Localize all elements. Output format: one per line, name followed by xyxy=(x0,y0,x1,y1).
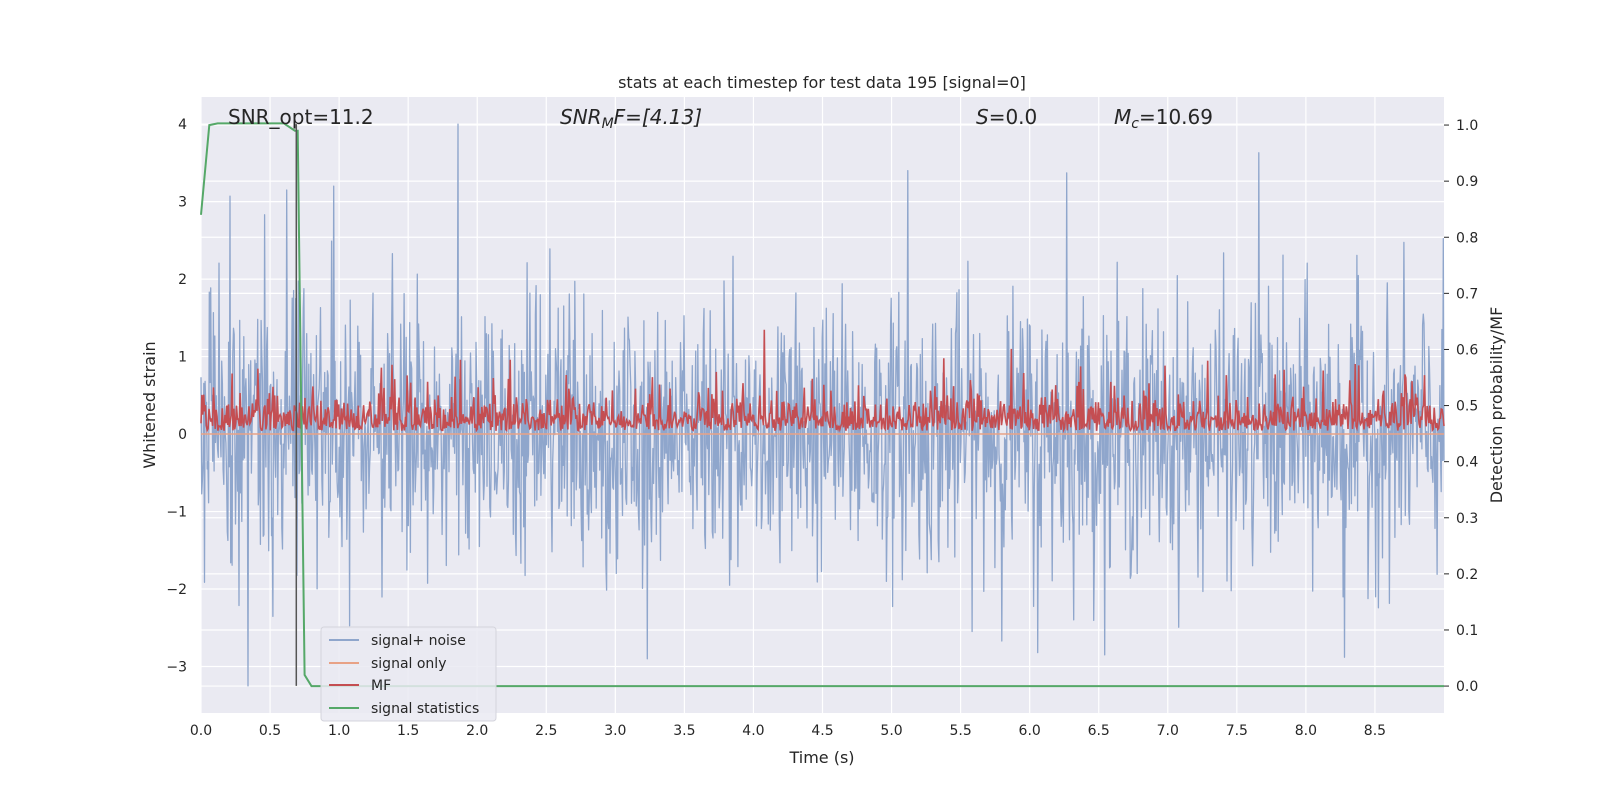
series-signal-noise xyxy=(200,123,1445,687)
y-tick-label-left: 3 xyxy=(178,195,187,211)
annotation-snr-mf-sub: M xyxy=(602,116,614,132)
x-tick-label: 2.0 xyxy=(466,723,488,739)
x-tick-label: 3.5 xyxy=(673,723,695,739)
y-tick-label-right: 1.0 xyxy=(1456,118,1478,134)
series-line-signal-statistics xyxy=(200,122,1444,688)
annotation-snr-opt: SNR_opt=11.2 xyxy=(228,105,374,129)
y-tick-label-left: −3 xyxy=(166,660,187,676)
x-tick-label: 8.5 xyxy=(1364,723,1386,739)
x-tick-label: 2.5 xyxy=(535,723,557,739)
y-tick-label-left: −2 xyxy=(166,582,187,598)
y-axis-label-right: Detection probability/MF xyxy=(1487,307,1506,504)
y-tick-label-right: 0.8 xyxy=(1456,230,1478,246)
x-tick-label: 4.0 xyxy=(742,723,764,739)
y-tick-label-right: 0.9 xyxy=(1456,174,1478,190)
x-tick-label: 7.0 xyxy=(1157,723,1179,739)
y-tick-label-left: 0 xyxy=(178,427,187,443)
x-tick-label: 5.0 xyxy=(880,723,902,739)
x-axis-label: Time (s) xyxy=(788,748,854,767)
series-mf xyxy=(200,329,1445,434)
y-tick-label-right: 0.0 xyxy=(1456,679,1478,695)
legend: signal+ noise signal only MF signal stat… xyxy=(320,626,497,722)
series-signal-statistics xyxy=(200,122,1444,688)
annotation-s: S=0.0 xyxy=(976,105,1037,129)
y-tick-label-right: 0.4 xyxy=(1456,455,1478,471)
legend-label-signal-noise: signal+ noise xyxy=(371,633,466,649)
y-tick-label-right: 0.7 xyxy=(1456,286,1478,302)
legend-box xyxy=(320,626,497,722)
y-ticks-right: 1.0 0.9 0.8 0.7 0.6 0.5 0.4 0.3 0.2 0.1 0.0 xyxy=(1444,118,1478,695)
x-ticks: 0.0 0.5 1.0 1.5 2.0 2.5 3.0 3.5 4.0 4.5 5.0 5.5 6.0 6… xyxy=(190,723,1386,739)
y-tick-label-right: 0.6 xyxy=(1456,342,1478,358)
x-tick-label: 4.5 xyxy=(811,723,833,739)
annotation-mc-base: M xyxy=(1114,105,1131,129)
series-group xyxy=(200,122,1445,688)
legend-label-signal-only: signal only xyxy=(371,656,446,672)
y-ticks-left: 4 3 2 1 0 −1 −2 −3 xyxy=(166,117,187,675)
annotation-snr-mf: SNRMF=[4.13] xyxy=(560,105,702,132)
annotation-mc-sub: c xyxy=(1131,116,1139,132)
annotation-s-symbol: S xyxy=(976,105,989,129)
x-tick-label: 0.5 xyxy=(259,723,281,739)
y-tick-label-right: 0.5 xyxy=(1456,399,1478,415)
x-tick-label: 6.5 xyxy=(1088,723,1110,739)
y-axis-label-left: Whitened strain xyxy=(140,341,159,468)
y-tick-label-left: 4 xyxy=(178,117,187,133)
x-tick-label: 5.5 xyxy=(949,723,971,739)
x-tick-label: 1.0 xyxy=(328,723,350,739)
annotation-mc: Mc=10.69 xyxy=(1114,105,1213,132)
x-tick-label: 3.0 xyxy=(604,723,626,739)
legend-label-signal-statistics: signal statistics xyxy=(371,701,479,717)
y-tick-label-right: 0.3 xyxy=(1456,511,1478,527)
series-line-mf xyxy=(200,329,1445,434)
y-tick-label-left: −1 xyxy=(166,505,187,521)
annotation-snr-mf-rest: F=[4.13] xyxy=(614,105,702,129)
y-tick-label-right: 0.1 xyxy=(1456,623,1478,639)
chart-title: stats at each timestep for test data 195… xyxy=(618,73,1026,92)
x-tick-label: 7.5 xyxy=(1226,723,1248,739)
y-tick-label-left: 1 xyxy=(178,350,187,366)
y-tick-label-right: 0.2 xyxy=(1456,567,1478,583)
x-tick-label: 8.0 xyxy=(1295,723,1317,739)
series-line-signal-noise xyxy=(200,123,1445,687)
y-tick-label-left: 2 xyxy=(178,272,187,288)
annotation-mc-value: =10.69 xyxy=(1139,105,1213,129)
x-tick-label: 1.5 xyxy=(397,723,419,739)
x-tick-label: 6.0 xyxy=(1019,723,1041,739)
annotation-snr-mf-base: SNR xyxy=(560,105,602,129)
x-tick-label: 0.0 xyxy=(190,723,212,739)
annotation-s-value: =0.0 xyxy=(989,105,1038,129)
legend-label-mf: MF xyxy=(371,678,391,694)
